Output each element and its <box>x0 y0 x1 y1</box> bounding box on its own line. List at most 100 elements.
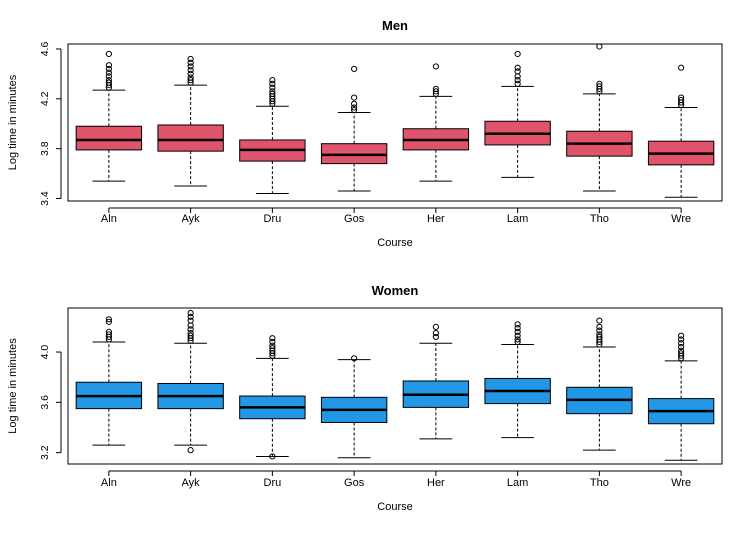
outlier-point <box>678 343 685 351</box>
outlier-point <box>187 67 194 74</box>
outlier-point <box>105 69 112 76</box>
chart-title: Women <box>372 283 419 298</box>
x-tick-label: Wre <box>671 213 691 225</box>
outlier-point <box>678 96 685 104</box>
outlier-point <box>187 70 194 78</box>
outlier-point <box>596 333 603 341</box>
y-tick-label: 3.6 <box>39 395 51 410</box>
outlier-point <box>514 77 521 84</box>
outlier-point <box>432 85 439 92</box>
outlier-point <box>678 336 685 343</box>
outlier-point <box>596 317 603 324</box>
outlier-point <box>432 333 439 341</box>
outlier-point <box>351 355 358 362</box>
outlier-point <box>269 338 276 346</box>
outlier-point <box>105 65 112 73</box>
y-axis-label: Log time in minutes <box>7 74 19 170</box>
plot-frame <box>67 43 723 202</box>
outlier-point <box>269 342 276 349</box>
outlier-point <box>269 80 276 87</box>
outlier-point <box>351 106 358 114</box>
outlier-point <box>514 325 521 332</box>
outlier-point <box>187 74 194 81</box>
outlier-point <box>187 309 194 317</box>
x-tick-label: Gos <box>344 213 365 225</box>
outlier-point <box>596 80 603 87</box>
x-tick-label: Gos <box>344 477 365 489</box>
x-axis-label: Course <box>377 501 412 513</box>
outlier-point <box>596 327 603 334</box>
x-tick-label: Aln <box>101 213 117 225</box>
outlier-point <box>105 318 112 325</box>
outlier-point <box>678 350 685 357</box>
y-tick-label: 3.2 <box>39 445 51 460</box>
outlier-point <box>187 63 194 70</box>
outlier-point <box>187 59 194 66</box>
x-tick-label: Her <box>427 213 445 225</box>
outlier-point <box>596 83 603 90</box>
x-tick-label: Aln <box>101 477 117 489</box>
outlier-point <box>105 316 112 323</box>
outlier-point <box>351 94 358 101</box>
outlier-point <box>432 88 439 95</box>
outlier-point <box>269 77 276 84</box>
outlier-point <box>269 84 276 91</box>
x-tick-label: Dru <box>264 213 282 225</box>
outlier-point <box>678 347 685 354</box>
x-tick-label: Tho <box>590 213 609 225</box>
outlier-point <box>187 330 194 337</box>
outlier-point <box>678 332 685 339</box>
outlier-point <box>105 50 112 58</box>
outlier-point <box>678 340 685 347</box>
x-tick-label: Her <box>427 477 445 489</box>
outlier-point <box>514 73 521 80</box>
outlier-point <box>596 323 603 330</box>
outlier-point <box>351 104 358 111</box>
plot-frame <box>67 307 723 465</box>
outlier-point <box>187 322 194 329</box>
x-tick-label: Lam <box>507 213 528 225</box>
x-tick-label: Tho <box>590 477 609 489</box>
outlier-point <box>269 88 276 95</box>
outlier-point <box>187 317 194 324</box>
outlier-point <box>105 79 112 86</box>
x-tick-label: Ayk <box>182 477 201 489</box>
outlier-point <box>514 50 521 58</box>
outlier-point <box>187 55 194 63</box>
box-aln <box>75 125 143 151</box>
outlier-point <box>351 100 358 107</box>
outlier-point <box>678 64 685 71</box>
outlier-point <box>105 73 112 80</box>
x-tick-label: Lam <box>507 477 528 489</box>
outlier-point <box>514 321 521 328</box>
outlier-point <box>105 331 112 338</box>
outlier-point <box>514 328 521 336</box>
y-tick-label: 3.4 <box>39 191 51 206</box>
outlier-point <box>187 326 194 333</box>
outlier-point <box>514 338 521 346</box>
outlier-point <box>514 332 521 339</box>
outlier-point <box>678 94 685 101</box>
y-axis-label: Log time in minutes <box>7 338 19 434</box>
outlier-point <box>596 43 603 50</box>
y-tick-label: 4.6 <box>39 42 51 57</box>
outlier-point <box>105 77 112 84</box>
outlier-point <box>514 336 521 343</box>
outlier-point <box>432 330 439 337</box>
chart-title: Men <box>382 18 408 33</box>
x-tick-label: Wre <box>671 477 691 489</box>
y-tick-label: 3.8 <box>39 141 51 156</box>
outlier-point <box>432 63 439 70</box>
outlier-point <box>351 65 358 73</box>
outlier-point <box>514 68 521 75</box>
outlier-point <box>432 323 439 330</box>
y-tick-label: 4.2 <box>39 91 51 106</box>
x-axis-label: Course <box>377 237 412 249</box>
outlier-point <box>105 62 112 69</box>
outlier-point <box>269 453 276 460</box>
outlier-point <box>596 331 603 338</box>
outlier-point <box>187 332 194 339</box>
outlier-point <box>269 345 276 352</box>
